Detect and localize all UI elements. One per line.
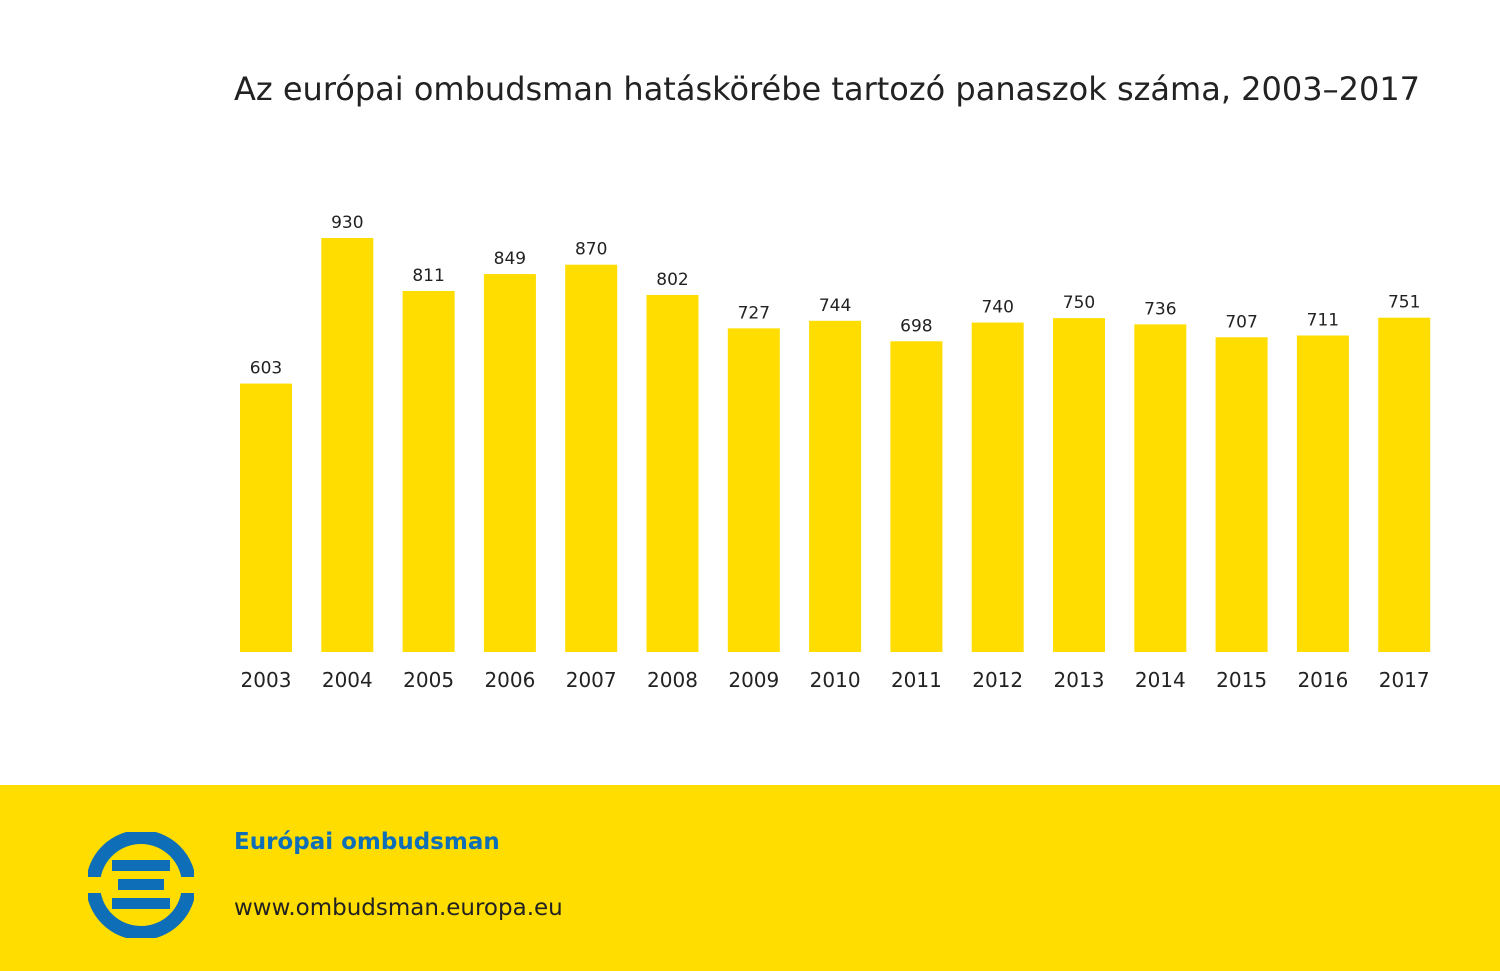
x-tick-label-2011: 2011 <box>891 668 942 692</box>
bar-2003 <box>240 383 292 652</box>
value-label-2013: 750 <box>1063 293 1095 313</box>
x-tick-label-2013: 2013 <box>1054 668 1105 692</box>
bar-2011 <box>890 341 943 652</box>
x-tick-label-2012: 2012 <box>972 668 1023 692</box>
value-label-2015: 707 <box>1225 312 1257 332</box>
value-label-2017: 751 <box>1388 293 1420 313</box>
bar-2016 <box>1296 335 1349 652</box>
x-tick-label-2006: 2006 <box>484 668 535 692</box>
x-axis-ticks-group: 2003 2004 2005 2006 2007 2008 2009 2010 2011 2012… <box>241 668 1430 692</box>
value-label-2008: 802 <box>656 270 688 290</box>
chart-title: Az európai ombudsman hatáskörébe tartozó… <box>234 70 1421 108</box>
bar-2007 <box>565 264 618 652</box>
bar-2010 <box>809 320 862 652</box>
x-tick-label-2008: 2008 <box>647 668 698 692</box>
bar-2009 <box>727 328 780 652</box>
bars-group <box>240 238 1431 652</box>
bar-chart: 603 930 811 849 870 802 727 744 698 740 750 736 707 7… <box>240 213 1431 692</box>
european-ombudsman-logo-icon <box>88 832 194 938</box>
x-tick-label-2003: 2003 <box>241 668 292 692</box>
x-tick-label-2009: 2009 <box>728 668 779 692</box>
value-labels-group: 603 930 811 849 870 802 727 744 698 740 750 736 707 7… <box>250 213 1421 379</box>
bar-2005 <box>402 290 455 652</box>
value-label-2005: 811 <box>412 266 444 286</box>
value-label-2007: 870 <box>575 240 607 260</box>
bar-2004 <box>321 238 374 652</box>
bar-2008 <box>646 294 699 652</box>
bar-2015 <box>1215 337 1268 652</box>
x-tick-label-2014: 2014 <box>1135 668 1186 692</box>
organization-url[interactable]: www.ombudsman.europa.eu <box>234 895 563 921</box>
bar-2012 <box>971 322 1024 652</box>
x-tick-label-2016: 2016 <box>1297 668 1348 692</box>
x-tick-label-2004: 2004 <box>322 668 373 692</box>
organization-name: Európai ombudsman <box>234 829 500 855</box>
x-tick-label-2017: 2017 <box>1379 668 1430 692</box>
bar-2006 <box>483 274 536 652</box>
x-tick-label-2005: 2005 <box>403 668 454 692</box>
value-label-2009: 727 <box>738 303 770 323</box>
footer-banner: Európai ombudsman www.ombudsman.europa.e… <box>0 785 1500 971</box>
value-label-2012: 740 <box>981 298 1013 318</box>
x-tick-label-2010: 2010 <box>810 668 861 692</box>
value-label-2016: 711 <box>1307 310 1339 330</box>
value-label-2003: 603 <box>250 359 282 379</box>
bar-2014 <box>1134 324 1187 652</box>
value-label-2014: 736 <box>1144 299 1176 319</box>
x-tick-label-2007: 2007 <box>566 668 617 692</box>
bar-2013 <box>1053 318 1105 652</box>
value-label-2010: 744 <box>819 296 851 316</box>
bar-2017 <box>1378 317 1431 652</box>
x-tick-label-2015: 2015 <box>1216 668 1267 692</box>
value-label-2004: 930 <box>331 213 363 233</box>
value-label-2006: 849 <box>494 249 526 269</box>
value-label-2011: 698 <box>900 316 932 336</box>
